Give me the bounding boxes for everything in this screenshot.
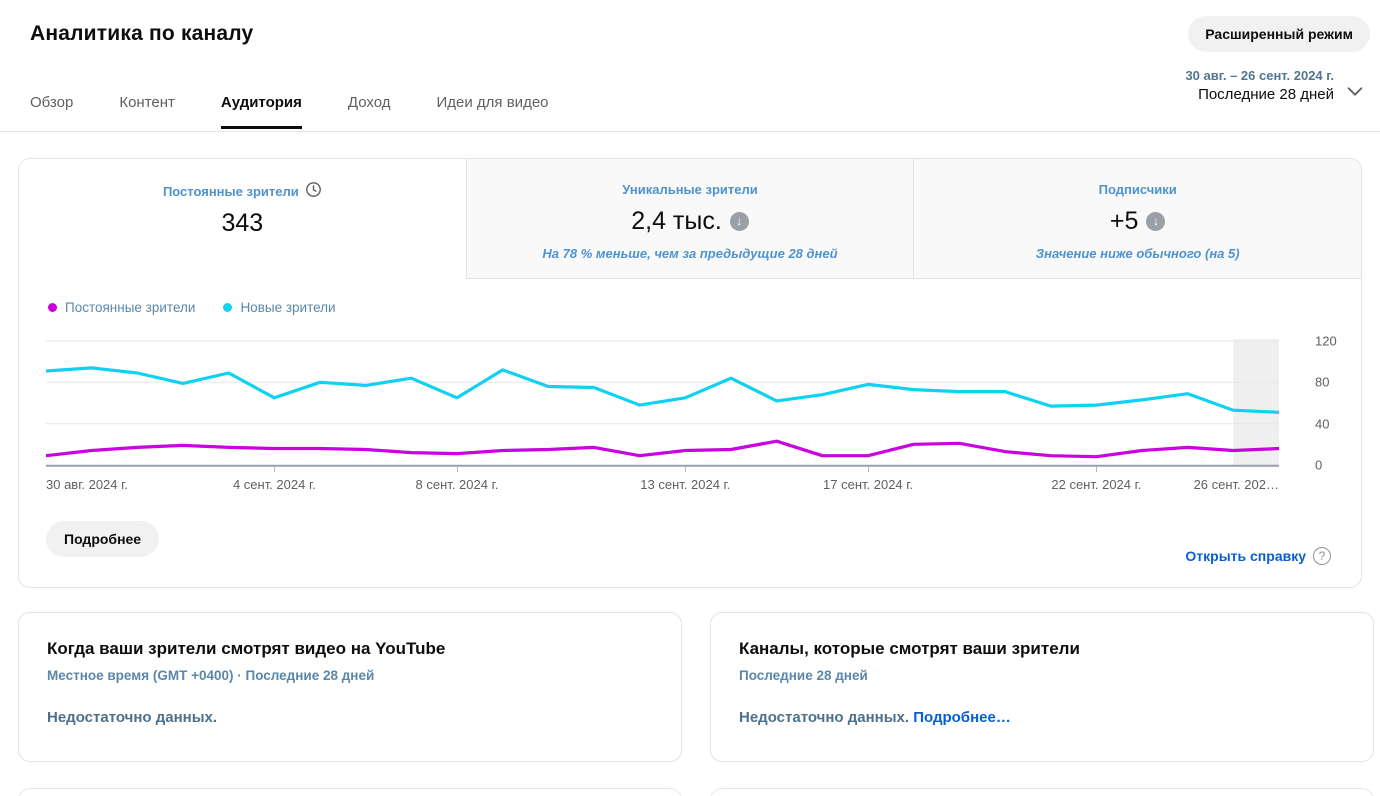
legend-returning-label: Постоянные зрители (65, 300, 196, 315)
metric-subscribers-label: Подписчики (1098, 182, 1177, 197)
legend-dot-new (223, 303, 233, 312)
watch-time-card-title: Когда ваши зрители смотрят видео на YouT… (47, 639, 446, 658)
chart-legend: Постоянные зрители Новые зрители (48, 300, 336, 315)
audience-chart-svg (46, 339, 1279, 467)
open-help-label: Открыть справку (1185, 548, 1306, 564)
x-tick (456, 467, 458, 472)
tab-revenue[interactable]: Доход (347, 94, 391, 111)
x-tick-label: 4 сент. 2024 г. (232, 477, 316, 492)
audience-overview-card: Постоянные зрители 343 Уникальные зрител… (18, 158, 1362, 588)
metric-subscribers[interactable]: Подписчики +5 ↓ Значение ниже обычного (… (913, 159, 1361, 279)
metric-unique-viewers[interactable]: Уникальные зрители 2,4 тыс. ↓ На 78 % ме… (465, 159, 914, 279)
y-axis-labels: 120 80 40 0 (1297, 333, 1347, 473)
channels-card: Каналы, которые смотрят ваши зрители Пос… (710, 612, 1374, 762)
metric-subscribers-value: +5 (1109, 207, 1139, 235)
down-arrow-icon: ↓ (729, 212, 749, 231)
details-button[interactable]: Подробнее (46, 521, 160, 557)
watch-time-no-data: Недостаточно данных. (47, 709, 218, 726)
x-tick-label: 30 авг. 2024 г. (46, 477, 128, 492)
date-range-text: 30 авг. – 26 сент. 2024 г. (1185, 68, 1334, 83)
clock-icon (305, 181, 322, 201)
date-range-picker[interactable]: 30 авг. – 26 сент. 2024 г. Последние 28 … (1185, 68, 1334, 103)
x-tick-label: 8 сент. 2024 г. (415, 477, 499, 492)
legend-new-viewers: Новые зрители (223, 300, 336, 315)
metric-unique-label: Уникальные зрители (622, 182, 758, 197)
tab-overview[interactable]: Обзор (30, 94, 74, 111)
tabs-divider (0, 131, 1380, 132)
watch-time-card-subtitle: Местное время (GMT +0400) · Последние 28… (47, 668, 375, 683)
tab-audience[interactable]: Аудитория (220, 94, 302, 129)
open-help-link[interactable]: Открыть справку ? (1185, 547, 1331, 565)
down-arrow-icon: ↓ (1146, 212, 1166, 231)
x-tick-label: 26 сент. 202… (1193, 477, 1279, 492)
x-tick (685, 467, 687, 472)
x-tick (868, 467, 870, 472)
metric-unique-value: 2,4 тыс. (631, 207, 722, 235)
y-tick-label: 0 (1315, 457, 1323, 473)
metric-subscribers-note: Значение ниже обычного (на 5) (1035, 246, 1240, 261)
next-card-left-peek (18, 788, 682, 796)
x-tick-label: 22 сент. 2024 г. (1051, 477, 1142, 492)
channels-no-data: Недостаточно данных. (739, 709, 910, 726)
x-tick (274, 467, 276, 472)
legend-returning-viewers: Постоянные зрители (48, 300, 195, 315)
x-tick-label: 13 сент. 2024 г. (640, 477, 731, 492)
channels-card-title: Каналы, которые смотрят ваши зрители (739, 639, 1080, 658)
metric-returning-viewers[interactable]: Постоянные зрители 343 (19, 159, 466, 279)
channels-card-subtitle: Последние 28 дней (739, 668, 868, 683)
metric-unique-note: На 78 % меньше, чем за предыдущие 28 дне… (542, 246, 838, 261)
help-question-icon[interactable]: ? (1313, 547, 1331, 565)
x-axis-labels: 30 авг. 2024 г. 4 сент. 2024 г. 8 сент. … (46, 467, 1279, 497)
page-title: Аналитика по каналу (30, 22, 254, 45)
y-tick-label: 40 (1315, 416, 1330, 432)
metric-returning-label: Постоянные зрители (162, 183, 299, 199)
x-tick-label: 17 сент. 2024 г. (823, 477, 914, 492)
chevron-down-icon[interactable] (1344, 80, 1366, 107)
next-card-right-peek (710, 788, 1374, 796)
tab-content[interactable]: Контент (119, 94, 175, 111)
metric-strip: Постоянные зрители 343 Уникальные зрител… (19, 159, 1361, 279)
watch-time-card: Когда ваши зрители смотрят видео на YouT… (18, 612, 682, 762)
channels-more-link[interactable]: Подробнее… (913, 709, 1011, 726)
metric-returning-value: 343 (221, 209, 264, 237)
tab-video-ideas[interactable]: Идеи для видео (436, 94, 549, 111)
analytics-tabs: Обзор Контент Аудитория Доход Идеи для в… (30, 94, 549, 129)
advanced-mode-button[interactable]: Расширенный режим (1188, 16, 1370, 52)
audience-line-chart (46, 335, 1279, 467)
y-tick-label: 120 (1315, 333, 1337, 349)
date-preset-text: Последние 28 дней (1198, 86, 1334, 103)
legend-dot-returning (48, 303, 57, 312)
legend-new-label: Новые зрители (240, 300, 336, 315)
x-tick (1096, 467, 1098, 472)
y-tick-label: 80 (1315, 374, 1330, 390)
